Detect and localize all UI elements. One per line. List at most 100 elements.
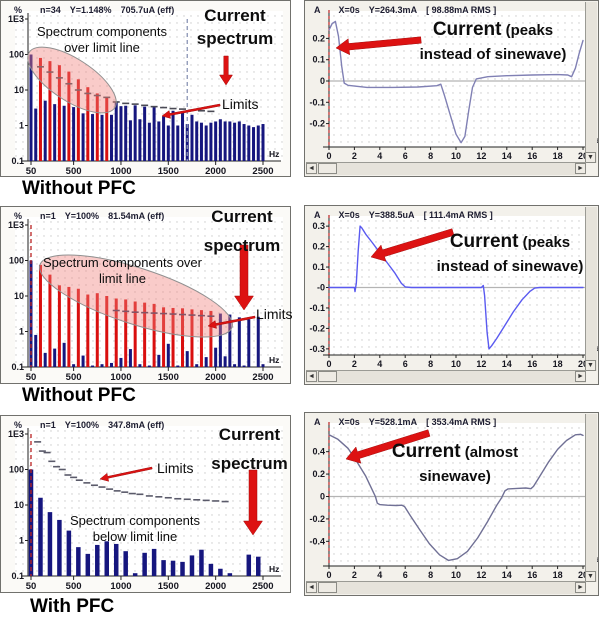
cursor-y: Y=264.3mA	[368, 5, 418, 15]
scope-panel-without-pfc-1: A X=0s Y=264.3mA [ 98.88mA RMS ] 0.2 0.1 0 -0.…	[304, 0, 599, 177]
vertical-scrollbar[interactable]: ▼	[585, 2, 597, 163]
horizontal-scrollbar[interactable]: ◄ ►	[306, 162, 586, 175]
y-unit-label: A	[314, 5, 321, 15]
svg-text:2: 2	[352, 151, 357, 161]
svg-text:0.1: 0.1	[11, 571, 24, 581]
scroll-left-button[interactable]: ◄	[306, 371, 317, 382]
y-unit-label: %	[14, 420, 23, 430]
svg-text:0.3: 0.3	[312, 221, 325, 231]
svg-text:10: 10	[451, 151, 461, 161]
caption-with-pfc: With PFC	[30, 596, 115, 617]
scrollbar-thumb[interactable]	[318, 163, 337, 174]
scroll-down-icon: ▼	[587, 154, 594, 161]
svg-text:2500: 2500	[252, 372, 273, 383]
scroll-left-icon: ◄	[308, 584, 315, 591]
annotation-components-below: Spectrum components below limit line	[69, 513, 201, 544]
annotation-current-title: Current	[432, 19, 502, 40]
svg-text:2000: 2000	[205, 581, 226, 592]
scroll-left-button[interactable]: ◄	[306, 163, 317, 174]
svg-text:50: 50	[26, 581, 37, 592]
cursor-x: X=0s	[338, 417, 360, 427]
svg-text:-0.1: -0.1	[309, 303, 325, 313]
scroll-left-button[interactable]: ◄	[306, 582, 317, 593]
annotation-current-title: Current	[449, 231, 519, 252]
svg-text:2: 2	[352, 359, 357, 369]
annotation-limits-1: Limits	[222, 96, 259, 112]
horizontal-scrollbar[interactable]: ◄ ►	[306, 370, 586, 383]
vertical-scrollbar[interactable]: ▼	[585, 414, 597, 582]
svg-text:0: 0	[326, 359, 331, 369]
svg-text:1: 1	[19, 121, 24, 131]
svg-text:4: 4	[377, 359, 382, 369]
svg-text:500: 500	[66, 166, 82, 176]
svg-text:500: 500	[66, 372, 82, 383]
scroll-right-icon: ►	[577, 584, 584, 591]
svg-text:1500: 1500	[158, 581, 179, 592]
svg-text:Hz: Hz	[269, 355, 279, 365]
cursor-x: X=0s	[338, 5, 360, 15]
scroll-down-icon: ▼	[587, 362, 594, 369]
rms-value: [ 98.88mA RMS ]	[426, 5, 497, 15]
svg-text:-0.4: -0.4	[309, 536, 325, 546]
svg-text:18: 18	[553, 570, 563, 580]
svg-text:2: 2	[352, 570, 357, 580]
svg-text:-0.1: -0.1	[309, 97, 325, 107]
svg-text:1E3: 1E3	[8, 429, 24, 439]
scope-header: A X=0s Y=528.1mA [ 353.4mA RMS ]	[314, 417, 505, 427]
scroll-down-icon: ▼	[587, 573, 594, 580]
svg-text:14: 14	[502, 151, 512, 161]
svg-text:500: 500	[66, 581, 82, 592]
svg-text:6: 6	[403, 151, 408, 161]
scroll-down-button[interactable]: ▼	[585, 571, 596, 582]
rms-value: [ 111.4mA RMS ]	[423, 210, 493, 220]
scroll-right-button[interactable]: ►	[575, 582, 586, 593]
svg-text:2500: 2500	[252, 166, 273, 176]
scroll-down-button[interactable]: ▼	[585, 360, 596, 371]
scroll-right-icon: ►	[577, 373, 584, 380]
spectrum-panel-with-pfc: % n=1 Y=100% 347.8mA (eff) 1E3 100 10 1 0.1 50 50…	[0, 415, 291, 593]
scrollbar-thumb[interactable]	[318, 371, 337, 382]
svg-text:18: 18	[553, 151, 563, 161]
svg-text:-0.2: -0.2	[309, 514, 325, 524]
svg-text:12: 12	[476, 359, 486, 369]
scope-plot: 0.20.10-0.1-0.202468101214161820ms	[309, 10, 598, 161]
svg-text:1000: 1000	[110, 581, 131, 592]
spectrum-header: % n=34 Y=1.148% 705.7uA (eff)	[14, 5, 183, 15]
effective-value: 81.54mA (eff)	[108, 211, 165, 221]
annotation-current-line2: instead of sinewave)	[419, 46, 567, 63]
annotation-current-qualifier: (peaks	[505, 22, 554, 39]
svg-text:1500: 1500	[158, 372, 179, 383]
svg-text:0.2: 0.2	[312, 469, 325, 479]
annotation-current-qualifier: (almost	[464, 444, 519, 461]
svg-text:1000: 1000	[110, 166, 131, 176]
svg-text:Hz: Hz	[269, 564, 279, 574]
scope-header: A X=0s Y=388.5uA [ 111.4mA RMS ]	[314, 210, 502, 220]
svg-text:1: 1	[19, 536, 24, 546]
svg-text:8: 8	[428, 570, 433, 580]
cursor-value: Y=1.148%	[69, 5, 112, 15]
scroll-left-icon: ◄	[308, 373, 315, 380]
spectrum-header: % n=1 Y=100% 81.54mA (eff)	[14, 211, 173, 221]
annotation-current-waveform-3: Current (almost sinewave)	[390, 440, 520, 489]
scroll-right-button[interactable]: ►	[575, 371, 586, 382]
y-unit-label: %	[14, 211, 23, 221]
scroll-right-button[interactable]: ►	[575, 163, 586, 174]
svg-text:0.2: 0.2	[312, 33, 325, 43]
svg-text:0: 0	[326, 570, 331, 580]
svg-text:1E3: 1E3	[8, 14, 24, 24]
svg-text:0.1: 0.1	[11, 156, 24, 166]
scrollbar-thumb[interactable]	[318, 582, 337, 593]
svg-text:0.1: 0.1	[11, 362, 24, 372]
horizontal-scrollbar[interactable]: ◄ ►	[306, 581, 586, 594]
cursor-x: X=0s	[338, 210, 360, 220]
svg-text:0.4: 0.4	[312, 447, 325, 457]
svg-text:100: 100	[9, 256, 24, 266]
caption-without-pfc-1: Without PFC	[22, 178, 136, 199]
svg-text:12: 12	[476, 151, 486, 161]
vertical-scrollbar[interactable]: ▼	[585, 207, 597, 371]
svg-text:20: 20	[578, 359, 588, 369]
svg-text:Hz: Hz	[269, 149, 279, 159]
y-unit-label: A	[314, 417, 321, 427]
annotation-current-title: Current	[391, 441, 461, 462]
scroll-down-button[interactable]: ▼	[585, 152, 596, 163]
